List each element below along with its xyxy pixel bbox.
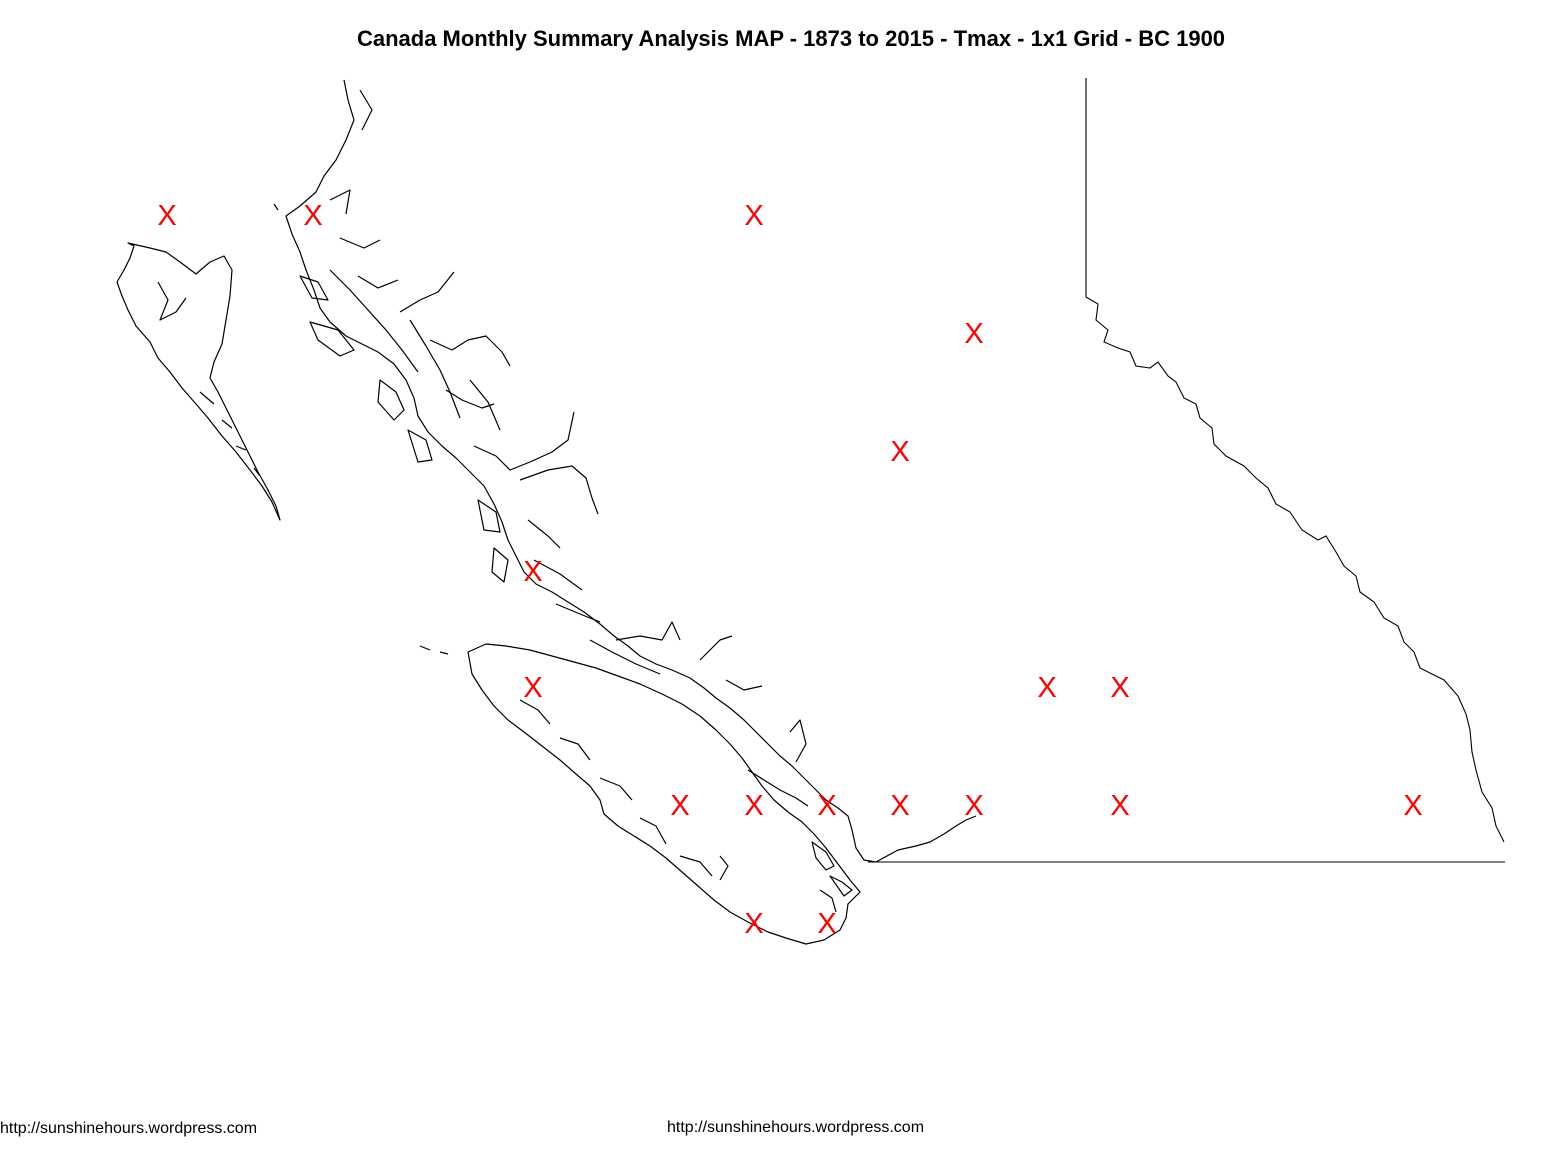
vancouver-island-outline — [467, 643, 861, 945]
grid-marker-5: X — [890, 436, 909, 468]
northwest-islets — [273, 203, 449, 655]
vancouver-island-inlets — [519, 699, 729, 881]
coastline — [116, 79, 977, 945]
grid-marker-1: X — [157, 200, 176, 232]
fraser-valley-shore — [875, 815, 977, 863]
grid-marker-17: X — [744, 908, 763, 940]
credit-center[interactable]: http://sunshinehours.wordpress.com — [667, 1119, 925, 1136]
grid-marker-12: X — [817, 790, 836, 822]
grid-marker-3: X — [744, 200, 763, 232]
grid-marker-16: X — [1403, 790, 1422, 822]
grid-marker-10: X — [670, 790, 689, 822]
grid-markers: X X X X X X X X X X X X X X X X X X — [157, 200, 1422, 940]
grid-marker-11: X — [744, 790, 763, 822]
grid-marker-9: X — [1110, 672, 1129, 704]
grid-marker-14: X — [964, 790, 983, 822]
inner-channels — [329, 269, 661, 675]
haida-gwaii-outline — [116, 242, 281, 521]
grid-marker-4: X — [964, 318, 983, 350]
haida-gwaii-inlet — [157, 281, 187, 321]
gulf-islands — [811, 841, 853, 913]
grid-marker-6: X — [523, 556, 542, 588]
sunshine-coast — [747, 719, 809, 807]
north-coast-fjords — [329, 89, 763, 691]
grid-marker-18: X — [817, 908, 836, 940]
grid-marker-8: X — [1037, 672, 1056, 704]
map-title: Canada Monthly Summary Analysis MAP - 18… — [356, 26, 1226, 51]
credit-left[interactable]: http://sunshinehours.wordpress.com — [0, 1120, 258, 1137]
province-border — [868, 78, 1505, 863]
north-coast-islands — [299, 275, 509, 583]
east-border-line — [1085, 296, 1505, 843]
north-coast-outline — [285, 79, 877, 863]
grid-marker-7: X — [523, 672, 542, 704]
grid-marker-13: X — [890, 790, 909, 822]
grid-marker-2: X — [303, 200, 322, 232]
grid-marker-15: X — [1110, 790, 1129, 822]
haida-gwaii-islets — [199, 391, 261, 477]
